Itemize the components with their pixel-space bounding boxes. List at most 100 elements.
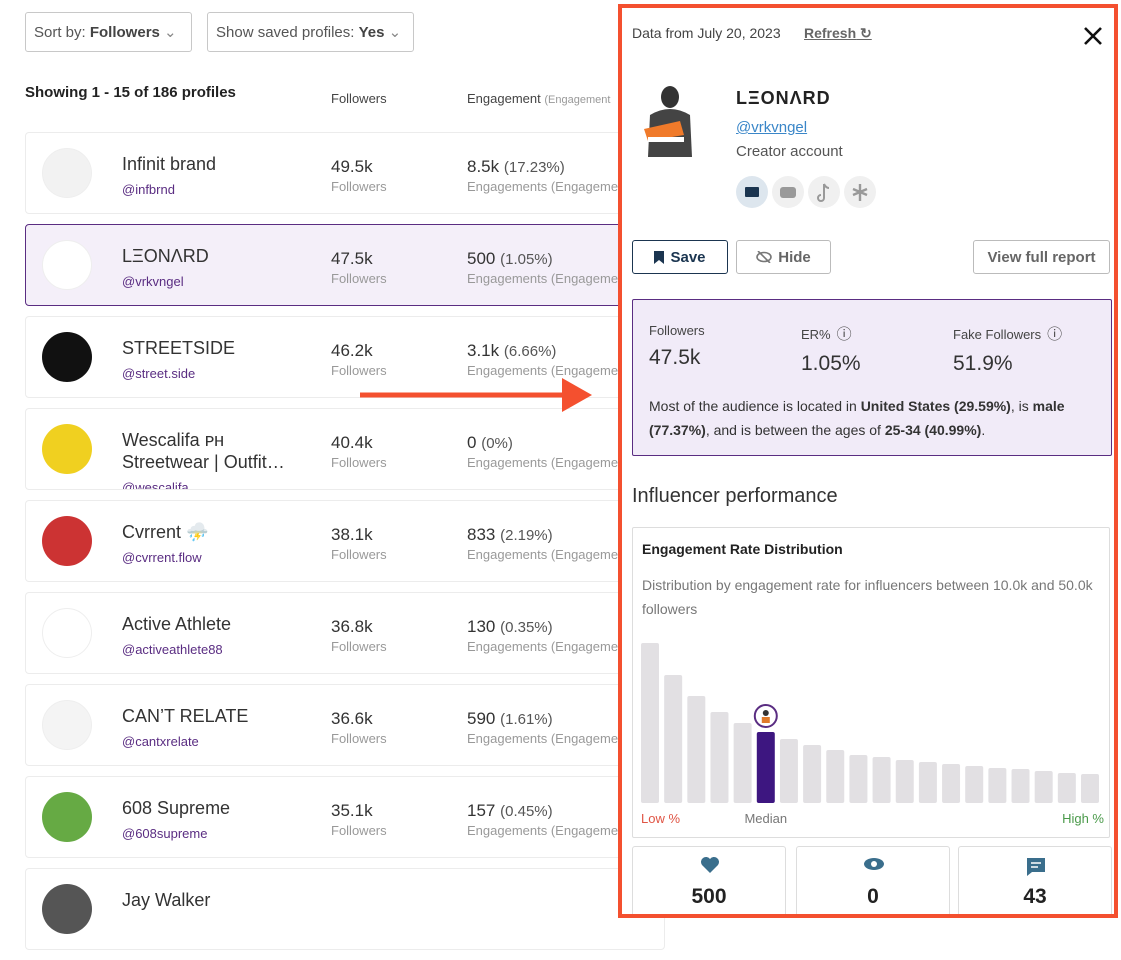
distribution-description: Distribution by engagement rate for infl… <box>642 577 1093 617</box>
profile-name: Cvrrent ⛈️ @cvrrent.flow <box>122 521 302 569</box>
name-text: STREETSIDE <box>122 338 236 358</box>
sort-value: Followers <box>89 24 160 41</box>
hide-text: Hide <box>778 248 811 266</box>
profile-name: Active Athlete @activeathlete88 <box>122 613 302 661</box>
name-text: LΞONΛRD <box>122 246 209 266</box>
engagement: 8.5k (17.23%) Engagements (Engagement <box>467 157 629 194</box>
stat: Fake Followers ⓘ 51.9% <box>953 323 1062 376</box>
engagement-caption: Engagements (Engagement <box>467 271 629 286</box>
profile-name: LΞONΛRD @vrkvngel <box>122 245 302 293</box>
distribution-bar <box>664 675 683 803</box>
section-title: Influencer performance <box>632 485 838 507</box>
avatar <box>42 884 92 934</box>
audience-summary: Most of the audience is located in Unite… <box>649 394 1099 442</box>
engagement: 0 (0%) Engagements (Engagement <box>467 433 629 470</box>
profile-row[interactable]: Infinit brand @infbrnd 49.5k Followers 8.5k … <box>25 132 665 214</box>
engagement-value: 3.1k <box>467 341 500 360</box>
profile-row[interactable]: LΞONΛRD @vrkvngel 47.5k Followers 500 (1.05%… <box>25 224 665 306</box>
summary-part: United States (29.59%) <box>860 398 1011 414</box>
profile-handle[interactable]: @vrkvngel <box>736 119 808 136</box>
summary-part: male (77.37%) <box>649 398 1065 438</box>
engagement-rate: (2.19%) <box>500 527 553 544</box>
followers-caption: Followers <box>331 455 387 470</box>
followers-caption: Followers <box>331 271 387 286</box>
distribution-bar <box>1011 769 1030 803</box>
name-text: 608 Supreme <box>122 798 231 818</box>
followers: 47.5k Followers <box>331 249 387 286</box>
profile-handle: @cantxrelate <box>122 734 199 749</box>
sort-dropdown[interactable]: Sort by: Followers ⌄ <box>25 12 192 52</box>
followers-value: 49.5k <box>331 157 373 176</box>
name-text: CAN’T RELATE <box>122 706 249 726</box>
hide-button[interactable]: Hide <box>736 240 831 274</box>
engagement: 130 (0.35%) Engagements (Engagement <box>467 617 629 654</box>
name-text: Jay Walker <box>122 890 211 910</box>
engagement-rate: (0.45%) <box>500 803 553 820</box>
profile-handle: @activeathlete88 <box>122 642 223 657</box>
followers-caption: Followers <box>331 731 387 746</box>
save-button[interactable]: Save <box>632 240 728 274</box>
median-marker-body <box>761 717 770 723</box>
save-text: Save <box>670 248 706 266</box>
profile-row[interactable]: Jay Walker <box>25 868 665 950</box>
distribution-bar <box>803 745 822 803</box>
distribution-bar <box>942 764 961 803</box>
profile-row[interactable]: CAN’T RELATE @cantxrelate 36.6k Followers 59… <box>25 684 665 766</box>
distribution-bar <box>733 723 752 803</box>
engagement: 3.1k (6.66%) Engagements (Engagement <box>467 341 629 378</box>
followers-caption: Followers <box>331 639 387 654</box>
profile-row[interactable]: STREETSIDE @street.side 46.2k Followers 3.1k… <box>25 316 665 398</box>
profile-handle: @infbrnd <box>122 182 175 197</box>
followers-caption: Followers <box>331 179 387 194</box>
profile-name: Jay Walker <box>122 889 302 911</box>
engagement-rate: (6.66%) <box>503 343 557 360</box>
followers-value: 46.2k <box>331 341 373 360</box>
close-button[interactable] <box>1082 25 1104 47</box>
col-engagement-sub: (Engagement <box>544 94 611 106</box>
distribution-bar <box>895 760 914 803</box>
followers-value: 38.1k <box>331 525 373 544</box>
profile-row[interactable]: Wescalifa ᴘʜ Streetwear | Outfit… @wescal… <box>25 408 665 490</box>
profile-panel: Data from July 20, 2023 Refresh ↻ LΞONΛR… <box>618 4 1118 918</box>
profile-row[interactable]: Active Athlete @activeathlete88 36.8k Follo… <box>25 592 665 674</box>
engagement-value: 130 <box>467 617 496 636</box>
sort-label: Sort by: <box>34 24 86 41</box>
profile-name: Wescalifa ᴘʜ Streetwear | Outfit… @wescal… <box>122 429 302 489</box>
report-button[interactable]: View full report <box>973 240 1110 274</box>
followers: 49.5k Followers <box>331 157 387 194</box>
avatar <box>42 608 92 658</box>
col-engagement: Engagement (Engagement <box>467 91 610 106</box>
followers: 36.6k Followers <box>331 709 387 746</box>
stat: Followers 47.5k <box>649 323 705 370</box>
comments-value: 43 <box>1023 885 1047 908</box>
engagement-caption: Engagements (Engagement <box>467 731 629 746</box>
distribution-card: Engagement Rate Distribution Distributio… <box>632 527 1110 838</box>
avatar <box>42 424 92 474</box>
profile-name: LΞONΛRD <box>736 88 831 108</box>
followers-caption: Followers <box>331 363 387 378</box>
saved-dropdown[interactable]: Show saved profiles: Yes ⌄ <box>207 12 414 52</box>
engagement-value: 157 <box>467 801 496 820</box>
profile-row[interactable]: Cvrrent ⛈️ @cvrrent.flow 38.1k Followers 833… <box>25 500 665 582</box>
col-engagement-title: Engagement <box>467 91 541 106</box>
summary-part: , is <box>1010 398 1033 414</box>
account-type: Creator account <box>736 143 843 160</box>
distribution-bar <box>1057 773 1076 803</box>
stat-label: Followers <box>649 323 705 338</box>
followers-value: 36.6k <box>331 709 373 728</box>
engagement-value: 8.5k <box>467 157 500 176</box>
followers: 35.1k Followers <box>331 801 387 838</box>
name-text: Infinit brand <box>122 154 217 174</box>
refresh-link[interactable]: Refresh ↻ <box>804 25 872 41</box>
followers-value: 35.1k <box>331 801 373 820</box>
engagement: 500 (1.05%) Engagements (Engagement <box>467 249 629 286</box>
followers-caption: Followers <box>331 823 387 838</box>
distribution-chart: Median Low % High % <box>641 643 1104 826</box>
followers: 40.4k Followers <box>331 433 387 470</box>
profile-row[interactable]: 608 Supreme @608supreme 35.1k Followers 157 … <box>25 776 665 858</box>
distribution-bar <box>779 739 798 803</box>
comments-card: 43 <box>958 846 1112 914</box>
summary-part: Most of the audience is located in <box>649 398 861 414</box>
avatar <box>42 148 92 198</box>
views-value: 0 <box>867 885 879 908</box>
